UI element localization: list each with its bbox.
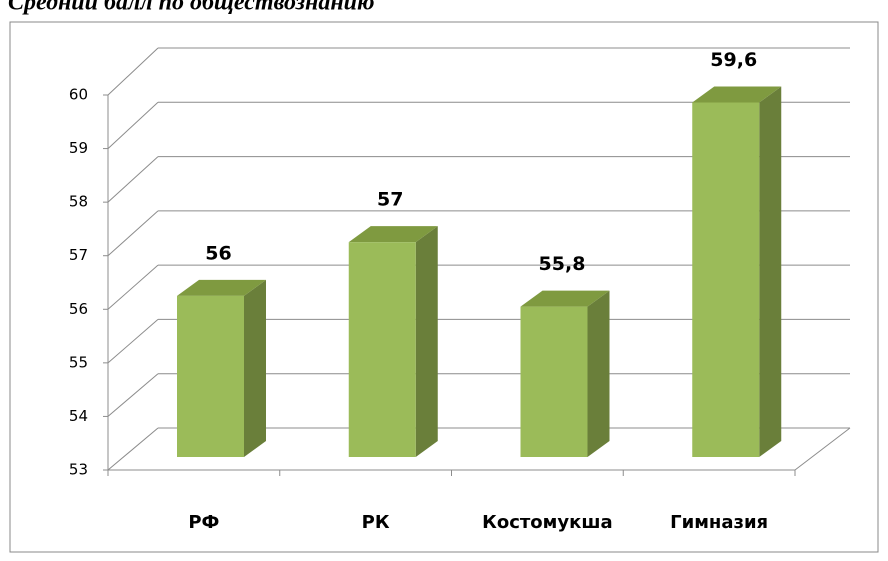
- y-tick-label: 56: [69, 300, 88, 318]
- bar-top: [520, 290, 610, 307]
- x-tick-label: РФ: [188, 512, 219, 533]
- grid-line: [107, 319, 159, 364]
- bar: [692, 102, 760, 457]
- y-tick-label: 54: [69, 407, 88, 425]
- chart-title: Средний балл по обществознанию: [8, 0, 375, 16]
- grid-line: [107, 210, 159, 257]
- data-label: 55,8: [539, 253, 586, 275]
- chart-frame: [9, 21, 879, 553]
- bar-top: [348, 226, 438, 243]
- y-tick-label: 53: [69, 461, 88, 479]
- grid-line: [107, 101, 159, 149]
- x-tick-label: Костомукша: [482, 512, 612, 533]
- data-label: 56: [205, 242, 231, 264]
- bar-side: [587, 290, 610, 457]
- y-tick-label: 59: [69, 139, 88, 157]
- bar: [520, 306, 588, 457]
- grid-line: [107, 47, 159, 96]
- y-tick-label: 55: [69, 353, 88, 371]
- data-label: 57: [377, 189, 403, 211]
- bar-side: [415, 226, 438, 457]
- y-tick-label: 57: [69, 246, 88, 264]
- bar: [177, 295, 244, 457]
- data-label: 59,6: [710, 49, 757, 71]
- y-tick-label: 60: [69, 86, 88, 104]
- x-tick-label: Гимназия: [670, 512, 768, 533]
- bar: [348, 242, 416, 457]
- bar-top: [692, 86, 782, 103]
- grid-line: [107, 156, 159, 203]
- grid-line: [107, 264, 159, 310]
- bar-side: [244, 279, 266, 457]
- bar-side: [759, 86, 782, 457]
- y-tick-label: 58: [69, 193, 88, 211]
- floor-edge: [794, 427, 851, 471]
- grid-line: [107, 373, 159, 417]
- bar-top: [177, 279, 266, 296]
- grid-line: [107, 427, 159, 471]
- x-tick-label: РК: [362, 512, 390, 533]
